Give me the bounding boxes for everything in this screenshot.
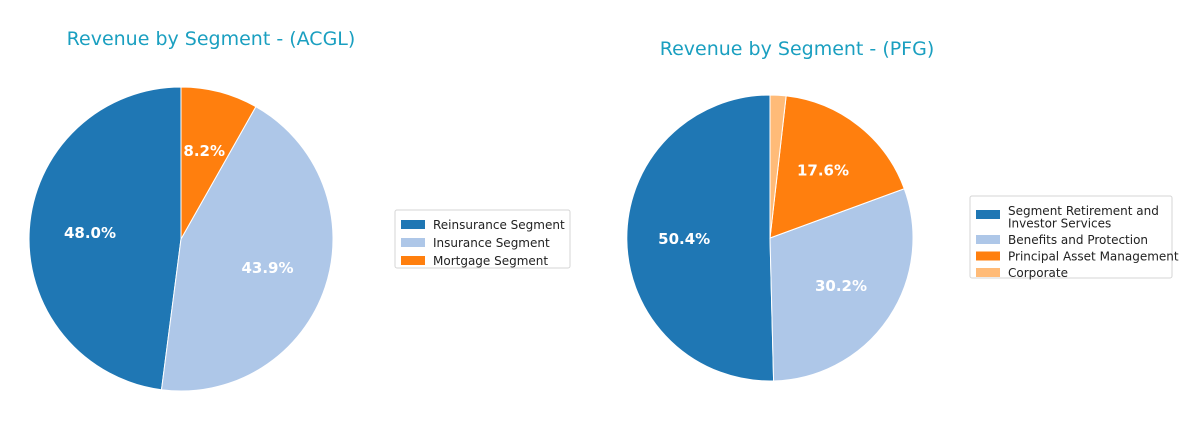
legend-label-benefits-and-protection: Benefits and Protection [1008, 233, 1148, 247]
pct-label-principal-asset-management: 17.6% [797, 162, 849, 180]
legend-label-segment-retirement-and-investor-services: Segment Retirement and Investor Services [1008, 204, 1159, 231]
pie-slice-insurance-segment [160, 106, 334, 392]
legend-swatch-benefits-and-protection [976, 235, 1000, 244]
legend-frame-pfg [969, 195, 1173, 279]
legend-acgl: Reinsurance Segment Insurance Segment Mort… [394, 209, 571, 269]
pct-label-insurance-segment: 43.9% [241, 259, 293, 277]
chart-title-acgl: Revenue by Segment - (ACGL) [67, 28, 356, 50]
legend-label-corporate: Corporate [1008, 266, 1068, 280]
legend-swatch-principal-asset-management [976, 251, 1000, 261]
pct-labels-pfg: 50.4% 30.2% 17.6% [658, 162, 867, 296]
legend-pfg: Segment Retirement and Investor Services B… [969, 195, 1179, 280]
legend-label-reinsurance-segment: Reinsurance Segment [433, 218, 565, 232]
pct-label-benefits-and-protection: 30.2% [815, 277, 867, 295]
chart-title-pfg: Revenue by Segment - (PFG) [660, 38, 935, 60]
legend-swatch-mortgage-segment [401, 256, 425, 265]
pie-slice-reinsurance-segment [28, 86, 182, 391]
legend-label-mortgage-segment: Mortgage Segment [433, 254, 548, 268]
pie-slice-corporate [769, 94, 787, 239]
pie-slice-benefits-and-protection [769, 188, 914, 382]
legend-label-insurance-segment: Insurance Segment [433, 236, 550, 250]
pie-chart-acgl: Revenue by Segment - (ACGL) 48.0% 43.9% 8.… [28, 28, 571, 392]
legend-frame-acgl [394, 209, 571, 269]
pct-label-reinsurance-segment: 48.0% [64, 224, 116, 242]
slices-acgl [28, 86, 334, 392]
legend-swatch-reinsurance-segment [401, 220, 425, 229]
legend-swatch-segment-retirement-and-investor-services [976, 210, 1000, 219]
pie-slice-mortgage-segment [180, 86, 257, 241]
legend-swatch-insurance-segment [401, 238, 425, 247]
pie-slice-principal-asset-management [769, 95, 905, 239]
pie-chart-pfg: Revenue by Segment - (PFG) 50.4% 30.2% 17.… [626, 38, 1179, 382]
pct-label-mortgage-segment: 8.2% [183, 142, 225, 160]
pct-labels-acgl: 48.0% 43.9% 8.2% [64, 142, 294, 277]
pie-slice-segment-retirement-and-investor-services [626, 94, 775, 382]
legend-label-principal-asset-management: Principal Asset Management [1008, 250, 1179, 264]
pct-label-segment-retirement-and-investor-services: 50.4% [658, 230, 710, 248]
slices-pfg [626, 94, 914, 382]
legend-swatch-corporate [976, 268, 1000, 277]
